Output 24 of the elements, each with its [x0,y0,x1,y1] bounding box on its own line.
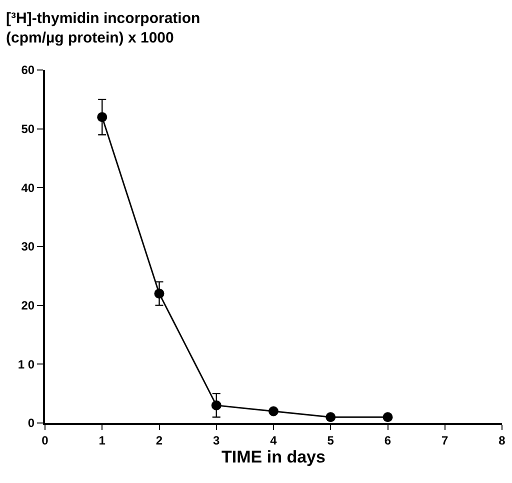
y-tick-label: 0 [28,416,35,430]
x-tick-label: 7 [442,433,449,448]
point [382,412,393,422]
point [211,400,222,410]
point [154,288,164,299]
x-axis-title: TIME in days [222,447,326,466]
y-axis-title: [³H]-thymidin incorporation (cpm/µg protein) x 1000 [6,10,200,46]
x-tick-label: 2 [156,433,163,448]
y-tick-label: 60 [21,63,35,78]
point [97,112,108,122]
y-tick-label: 40 [21,180,35,195]
point [268,406,278,416]
x-tick-label: 5 [327,433,334,448]
y-tick-label: 1 0 [18,357,35,372]
y-tick-label: 50 [21,122,35,136]
x-tick-label: 4 [270,433,278,448]
y-tick-label: 20 [21,298,35,313]
x-tick-label: 3 [213,433,220,448]
y-tick-label: 30 [21,240,35,254]
x-tick-label: 1 [98,433,106,448]
x-tick-label: 8 [498,433,506,448]
x-tick-label: 0 [42,433,49,448]
point [326,412,336,422]
x-tick-label: 6 [384,433,392,448]
